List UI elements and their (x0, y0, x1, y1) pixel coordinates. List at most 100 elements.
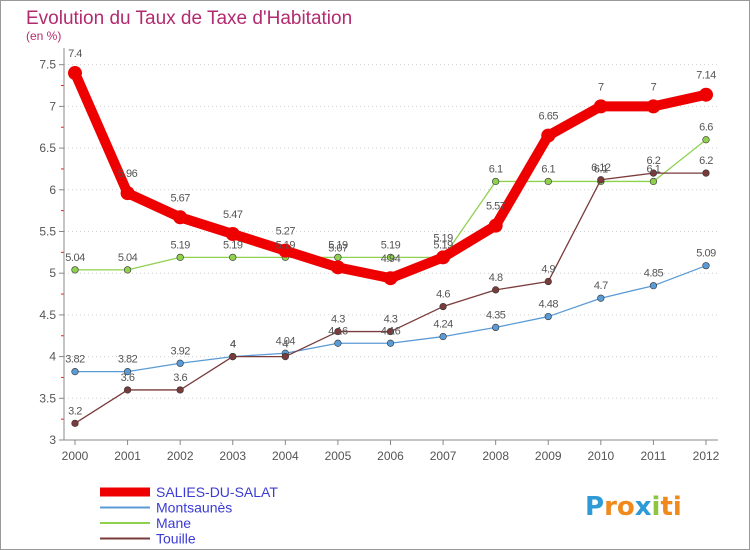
data-label: 4.16 (328, 325, 348, 337)
data-label: 5.07 (328, 242, 348, 254)
y-tick-label: 6 (49, 183, 56, 197)
data-point (71, 368, 79, 376)
data-label: 3.2 (68, 405, 82, 417)
data-label: 6.2 (699, 155, 713, 167)
logo-letter: r (604, 492, 617, 522)
x-tick-label: 2001 (114, 449, 141, 463)
data-point (330, 260, 345, 275)
legend-label: Touille (156, 531, 196, 547)
axes: 3 3.5 4 4.5 5 5.5 6 6.5 7 7.5 2000 2001 2002 2003 2004… (39, 48, 720, 463)
x-tick-label: 2012 (693, 449, 720, 463)
data-label: 6.1 (541, 163, 555, 175)
data-point (229, 352, 237, 361)
x-tick-label: 2004 (272, 449, 299, 463)
data-label: 5.19 (433, 232, 453, 244)
data-label: 3.82 (118, 354, 138, 366)
logo-letter: P (585, 492, 604, 522)
data-point (68, 66, 82, 81)
data-point (593, 99, 608, 114)
data-point (439, 332, 447, 341)
data-label: 5.19 (223, 239, 243, 251)
data-point (334, 327, 342, 336)
data-label: 4.48 (539, 299, 559, 311)
data-point (541, 128, 556, 143)
data-label: 6.12 (591, 162, 611, 174)
x-tick-label: 2000 (62, 449, 89, 463)
x-tick-label: 2008 (482, 449, 509, 463)
x-tick-label: 2009 (535, 449, 562, 463)
data-label: 4.3 (384, 314, 398, 326)
data-point (488, 218, 503, 233)
y-tick-label: 3.5 (39, 391, 56, 405)
logo-letter: i (652, 492, 661, 522)
data-point (386, 253, 395, 261)
data-label: 5.57 (486, 201, 506, 213)
data-point (176, 359, 184, 367)
logo-letter: o (617, 492, 635, 522)
data-label: 4.04 (276, 335, 296, 347)
chart-title: Evolution du Taux de Taxe d'Habitation (26, 8, 352, 29)
data-point (173, 210, 188, 225)
data-label: 4.16 (381, 325, 401, 337)
data-point (229, 253, 237, 261)
data-point (386, 327, 395, 336)
data-label: 4.24 (433, 319, 453, 331)
y-tick-label: 6.5 (39, 141, 56, 155)
y-tick-label: 3 (49, 433, 56, 447)
data-label: 4.3 (331, 314, 345, 326)
data-point (544, 177, 552, 186)
data-point (383, 271, 398, 286)
data-label: 5.96 (118, 168, 138, 180)
series-layer (68, 66, 713, 427)
data-point (176, 253, 184, 261)
x-tick-label: 2002 (167, 449, 194, 463)
data-label: 5.19 (433, 239, 453, 251)
data-label: 7.4 (68, 48, 82, 60)
data-label: 5.09 (696, 248, 716, 260)
data-label: 3.82 (65, 354, 85, 366)
data-point (597, 176, 605, 184)
legend-label: Montsaunès (156, 500, 232, 516)
data-labels: 7.45.965.675.475.275.074.945.195.576.657… (65, 48, 716, 417)
data-point (225, 226, 240, 241)
data-point (71, 419, 79, 427)
chart-subtitle: (en %) (26, 29, 61, 43)
x-tick-label: 2011 (641, 449, 667, 463)
data-point (597, 294, 605, 302)
x-tick-label: 2006 (377, 449, 404, 463)
data-label: 4.7 (594, 280, 608, 292)
y-tick-label: 5 (49, 266, 56, 280)
data-label: 4.94 (381, 253, 401, 265)
data-label: 5.19 (170, 239, 190, 251)
data-label: 4.8 (489, 272, 503, 284)
data-point (281, 352, 289, 361)
data-label: 7.14 (696, 70, 716, 82)
x-tick-label: 2010 (587, 449, 614, 463)
data-label: 5.04 (65, 252, 85, 264)
data-point (123, 386, 132, 394)
data-label: 4 (283, 339, 289, 351)
data-point (649, 169, 658, 177)
data-label: 6.65 (539, 111, 559, 123)
y-tick-label: 7.5 (39, 58, 56, 72)
data-label: 6.1 (594, 163, 608, 175)
data-label: 4.85 (644, 268, 664, 280)
data-label: 5.47 (223, 209, 243, 221)
data-point (702, 169, 710, 177)
data-label: 5.04 (118, 252, 138, 264)
data-point (492, 177, 500, 186)
data-point (646, 99, 661, 114)
data-label: 5.67 (170, 192, 190, 204)
data-point (278, 243, 293, 258)
data-label: 3.6 (173, 372, 187, 384)
data-point (176, 386, 184, 394)
data-label: 6.2 (647, 155, 661, 167)
x-tick-label: 2007 (430, 449, 457, 463)
data-point (334, 339, 342, 347)
data-point (649, 282, 658, 290)
data-point (544, 312, 552, 321)
data-label: 5.19 (276, 239, 296, 251)
proxiti-logo: Proxiti (585, 492, 682, 522)
